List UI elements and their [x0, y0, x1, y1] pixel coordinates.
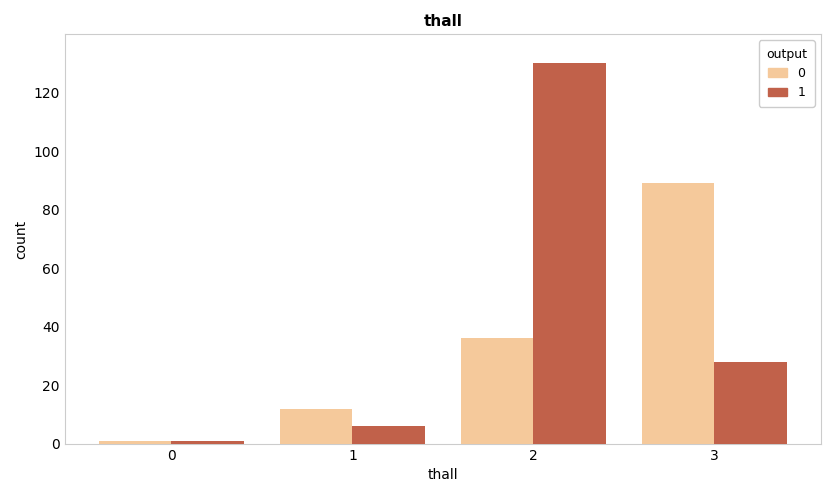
Legend: 0, 1: 0, 1 [759, 41, 815, 107]
Bar [99, 441, 171, 444]
Title: thall: thall [423, 14, 463, 29]
Bar [642, 184, 714, 444]
Bar [534, 63, 605, 444]
X-axis label: thall: thall [428, 468, 458, 482]
Bar [714, 362, 787, 444]
Y-axis label: count: count [14, 219, 28, 258]
Bar [171, 441, 244, 444]
Bar [352, 426, 425, 444]
Bar [280, 409, 352, 444]
Bar [461, 338, 534, 444]
